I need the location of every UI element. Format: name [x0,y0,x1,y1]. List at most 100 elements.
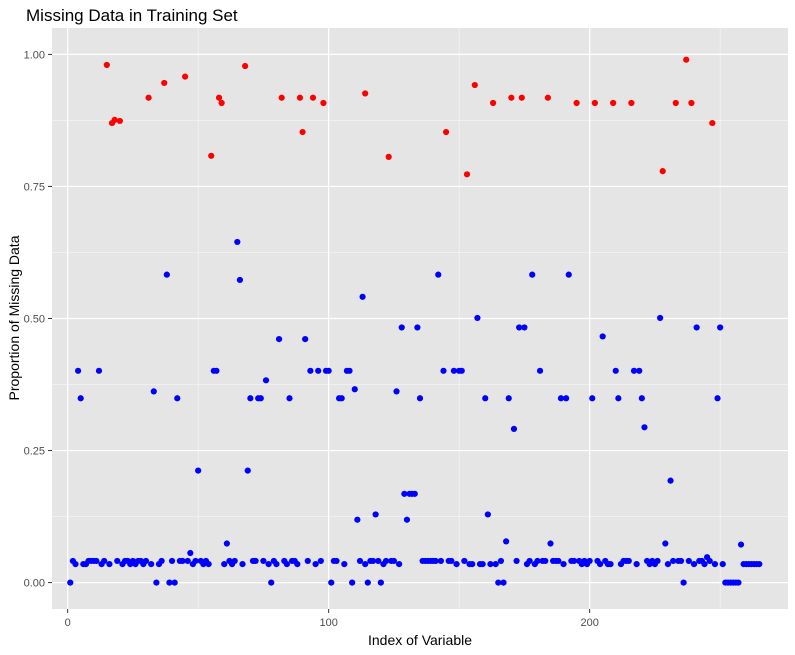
data-point [607,561,614,568]
data-point [638,395,645,402]
data-point [688,99,695,107]
data-point [526,557,533,565]
data-point [664,561,672,568]
data-point [320,99,327,107]
x-tick-label: 0 [65,617,71,629]
data-point [166,579,173,586]
data-point [458,367,465,374]
data-point [74,367,82,374]
data-point [382,557,390,565]
data-point [325,367,332,374]
data-point [711,561,719,568]
data-point [693,324,700,331]
data-point [544,94,551,101]
data-point [101,557,108,565]
data-point [463,171,471,178]
data-point [244,467,251,474]
data-point [714,395,721,402]
data-point [205,561,212,568]
data-point [315,367,322,374]
data-point [508,94,515,101]
data-point [385,153,392,160]
data-point [630,367,638,374]
data-point [168,557,176,565]
data-point [77,395,84,402]
data-point [372,511,379,518]
data-point [719,561,726,568]
data-point [461,557,468,565]
data-point [268,579,275,586]
data-point [497,557,505,565]
data-point [709,119,716,127]
data-point [442,128,450,136]
data-point [557,395,565,402]
data-point [657,314,664,322]
data-point [103,61,110,69]
data-point [453,561,460,568]
y-axis-title: Proportion of Missing Data [6,235,22,400]
data-point [450,367,458,374]
data-point [171,579,178,586]
data-point [307,367,314,374]
data-point [735,579,742,586]
data-point [67,579,74,586]
data-point [610,99,617,107]
data-point [474,314,481,322]
data-point [701,561,708,568]
data-point [573,99,580,107]
data-point [221,561,228,568]
data-point [505,395,512,402]
data-point [286,395,293,402]
data-point [195,467,202,474]
data-point [513,557,520,565]
data-point [437,557,444,565]
data-point [482,395,489,402]
data-point [354,516,361,523]
data-point [338,395,345,402]
data-point [356,557,364,565]
data-point [278,94,285,101]
data-point [448,557,455,565]
data-point [184,557,191,565]
chart-title: Missing Data in Training Set [26,6,238,25]
data-point [529,271,536,278]
data-point [435,271,442,278]
grid-layer [52,28,788,609]
data-point [484,511,491,518]
data-point [416,395,424,402]
data-point [242,62,249,70]
data-point [161,79,168,87]
data-point [615,395,622,402]
data-point [234,238,241,246]
data-point [182,73,189,80]
data-point [148,561,155,568]
data-point [414,324,421,331]
data-point [654,557,661,565]
data-point [570,557,578,565]
data-point [685,557,692,565]
data-point [706,557,713,565]
x-tick-label: 100 [319,617,337,629]
data-point [174,395,181,402]
data-point [683,56,690,63]
data-point [349,579,356,586]
x-axis-title: Index of Variable [368,632,472,648]
data-point [116,117,123,125]
data-point [142,557,150,565]
data-point [542,557,549,565]
data-point [589,395,596,402]
y-tick-label: 0.50 [24,314,45,326]
data-point [317,557,324,565]
data-point [591,99,598,107]
data-point [231,557,238,565]
data-point [495,579,502,586]
data-point [273,561,280,568]
data-point [479,561,486,568]
data-point [489,99,497,107]
data-point [369,557,377,565]
data-point [239,561,246,568]
data-point [555,557,562,565]
data-point [510,425,518,432]
data-point [312,561,319,568]
